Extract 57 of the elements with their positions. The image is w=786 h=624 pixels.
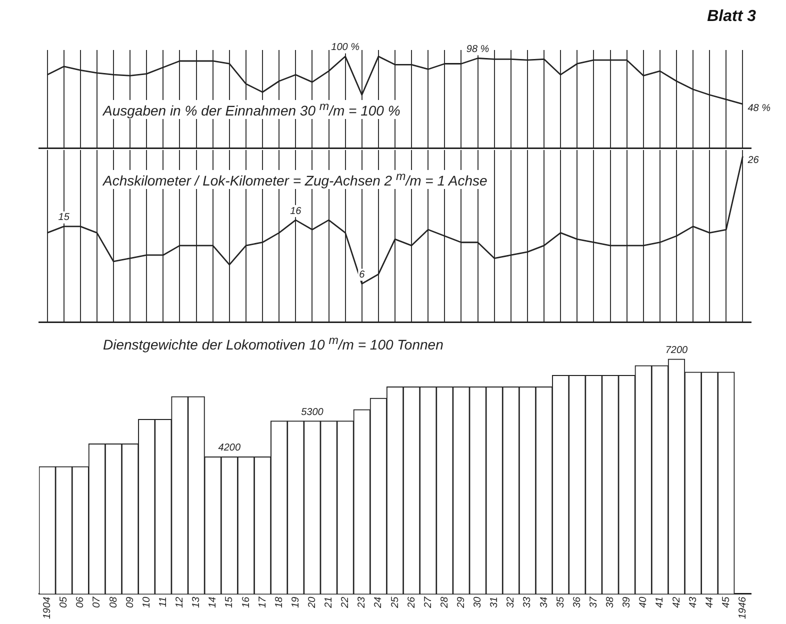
x-tick-label: 11	[158, 596, 169, 608]
data-label: 6	[359, 270, 366, 281]
x-tick-label: 42	[671, 596, 682, 608]
x-tick-label: 19	[290, 596, 302, 608]
x-tick-label: 28	[439, 596, 450, 609]
chart-title: Dienstgewichte der Lokomotiven 10 $^{m}$/m = 100 Tonnen	[100, 334, 446, 353]
x-tick-label: 12	[174, 596, 186, 608]
data-label: 100 %	[331, 42, 360, 54]
data-label: 5300	[301, 406, 324, 418]
x-tick-label: 08	[108, 596, 120, 608]
x-tick-label: 37	[588, 596, 600, 608]
x-tick-label: 17	[257, 596, 268, 608]
x-tick-label: 26	[406, 596, 418, 609]
x-tick-label: 23	[356, 596, 368, 609]
x-tick-label: 32	[506, 596, 517, 608]
x-tick-label: 20	[306, 596, 318, 609]
text: Achskilometer / Lok-Kilometer = Zug-Achsen 2 $^{m}$/m = 1 Achse	[100, 170, 490, 189]
x-tick-label: 16	[240, 596, 252, 608]
x-tick-label: 07	[92, 596, 103, 608]
data-label: 98 %	[466, 44, 490, 56]
x-tick-label: 30	[472, 596, 484, 608]
x-tick-label: 34	[538, 596, 550, 608]
x-tick-label: 1946	[738, 596, 748, 620]
text: Ausgaben in % der Einnahmen 30 $^{m}$/m = 100 %	[100, 100, 404, 119]
x-tick-label: 13	[191, 596, 202, 608]
x-tick-label: 10	[141, 596, 152, 608]
x-tick-label: 38	[605, 596, 616, 608]
x-tick-label: 35	[555, 596, 566, 608]
x-tick-label: 06	[75, 596, 86, 608]
x-tick-label: 27	[422, 596, 434, 609]
x-tick-label: 21	[324, 596, 335, 609]
x-tick-label: 24	[373, 596, 384, 609]
data-label: 16	[290, 206, 302, 217]
x-tick-label: 39	[622, 596, 633, 608]
data-label: 26	[746, 155, 760, 166]
x-tick-label: 43	[688, 596, 699, 608]
x-tick-label: 1904	[42, 596, 54, 620]
x-tick-label: 18	[274, 596, 285, 608]
x-tick-label: 44	[704, 596, 716, 608]
data-label: 7200	[665, 344, 688, 356]
x-tick-label: 41	[654, 596, 666, 608]
x-tick-label: 15	[224, 596, 236, 608]
data-label: 48 %	[748, 102, 771, 114]
data-label: 15	[58, 212, 70, 224]
x-tick-label: 31	[489, 596, 500, 608]
text: Blatt 3	[707, 8, 756, 26]
data-label: 4200	[218, 442, 241, 454]
x-tick-label: 25	[390, 596, 401, 609]
x-tick-label: 14	[208, 596, 219, 608]
x-tick-label: 36	[572, 596, 583, 608]
x-tick-label: 33	[522, 596, 534, 608]
x-tick-label: 29	[456, 596, 468, 609]
x-tick-label: 09	[124, 596, 136, 608]
x-tick-label: 05	[58, 596, 70, 608]
x-tick-label: 22	[340, 596, 352, 609]
x-tick-label: 40	[638, 596, 650, 608]
x-tick-label: 45	[720, 596, 732, 608]
